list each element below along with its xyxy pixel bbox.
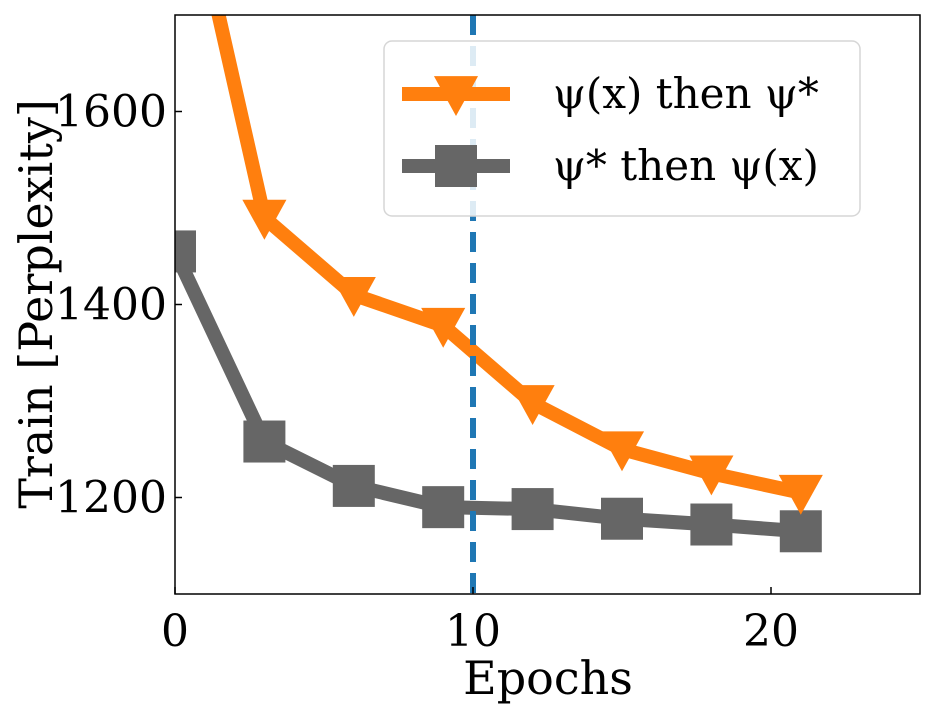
data-point-marker (778, 474, 823, 515)
data-point-marker (689, 455, 734, 496)
y-tick-label: 1400 (55, 280, 167, 331)
data-point-marker (421, 307, 466, 348)
x-tick-label: 20 (743, 606, 799, 657)
data-point-marker (243, 420, 286, 463)
data-point-marker (779, 510, 822, 553)
series-line (211, 15, 803, 500)
ticks-layer: 0 10 20 1200 1400 1600 (55, 87, 799, 658)
data-point-marker (332, 464, 375, 507)
x-axis-label: Epochs (463, 651, 633, 705)
x-tick-label: 10 (445, 606, 501, 657)
data-point-marker (422, 486, 465, 529)
data-point-marker (175, 230, 196, 273)
y-tick-label: 1200 (55, 473, 167, 524)
y-tick-label: 1600 (55, 87, 167, 138)
data-point-marker (601, 497, 643, 540)
data-point-marker (510, 385, 555, 425)
series-psi-star-then-psi-x (175, 230, 822, 553)
legend: ψ(x) then ψ* ψ* then ψ(x) (383, 40, 861, 217)
series-psi-x-then-psi-star (211, 15, 823, 515)
y-axis-label: Train [Perplexity] (9, 99, 63, 509)
legend-items: ψ(x) then ψ* ψ* then ψ(x) (402, 69, 819, 190)
data-point-marker (511, 488, 554, 531)
data-point-marker (690, 503, 733, 546)
legend-label: ψ* then ψ(x) (553, 141, 819, 190)
series-layer (175, 15, 823, 553)
legend-label: ψ(x) then ψ* (553, 69, 819, 118)
data-point-marker (242, 199, 287, 240)
data-point-marker (435, 145, 477, 187)
data-point-marker (599, 431, 645, 472)
series-line (175, 248, 802, 539)
data-point-marker (331, 277, 376, 317)
data-point-marker (433, 76, 479, 117)
x-tick-label: 0 (161, 606, 189, 657)
